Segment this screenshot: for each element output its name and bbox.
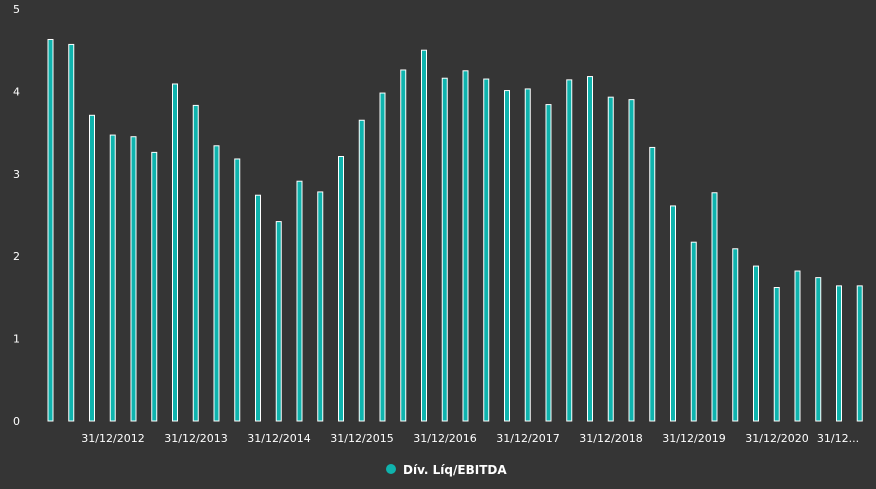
y-tick-label: 3 xyxy=(13,168,20,181)
bar[interactable] xyxy=(317,191,324,422)
y-tick-label: 2 xyxy=(13,250,20,263)
bar[interactable] xyxy=(421,49,427,422)
x-tick-label: 31/12/2014 xyxy=(247,432,310,445)
legend-marker xyxy=(386,464,396,474)
bar[interactable] xyxy=(836,285,842,422)
bar[interactable] xyxy=(151,151,158,422)
legend[interactable]: Dív. Líq/EBITDA xyxy=(386,463,507,477)
x-tick-label: 31/12/2019 xyxy=(662,432,725,445)
x-tick-label: 31/12/2016 xyxy=(413,432,476,445)
bar[interactable] xyxy=(400,69,407,422)
x-tick-label: 31/12/2017 xyxy=(496,432,559,445)
legend-label: Dív. Líq/EBITDA xyxy=(403,463,507,477)
bar[interactable] xyxy=(379,92,386,422)
bar[interactable] xyxy=(338,155,344,422)
x-tick-label: 31/12/2018 xyxy=(579,432,642,445)
y-tick-label: 0 xyxy=(13,415,20,428)
bar[interactable] xyxy=(711,192,718,422)
x-tick-label: 31/12/2012 xyxy=(81,432,144,445)
bar[interactable] xyxy=(815,277,822,422)
bar[interactable] xyxy=(358,119,365,422)
bar[interactable] xyxy=(773,287,780,422)
bar[interactable] xyxy=(690,241,697,422)
bar[interactable] xyxy=(587,76,593,422)
x-tick-label: 31/12/2015 xyxy=(330,432,393,445)
bar[interactable] xyxy=(753,265,759,422)
bar[interactable] xyxy=(172,83,178,422)
bar[interactable] xyxy=(296,180,303,422)
bar[interactable] xyxy=(462,70,469,422)
bar[interactable] xyxy=(649,146,656,422)
bar[interactable] xyxy=(234,158,241,422)
x-axis: 31/12/2012 31/12/2013 31/12/2014 31/12/2015… xyxy=(81,432,859,445)
bars xyxy=(47,38,863,422)
bar[interactable] xyxy=(545,104,552,422)
bar[interactable] xyxy=(670,205,676,422)
bar[interactable] xyxy=(483,78,490,422)
bar[interactable] xyxy=(441,77,448,422)
bar[interactable] xyxy=(856,285,863,422)
y-axis: 0 1 2 3 4 5 xyxy=(13,3,20,428)
bar[interactable] xyxy=(213,145,220,422)
y-tick-label: 4 xyxy=(13,85,20,98)
bar[interactable] xyxy=(566,79,573,422)
bar[interactable] xyxy=(47,38,54,422)
x-tick-label: 31/12... xyxy=(817,432,859,445)
y-tick-label: 1 xyxy=(13,333,20,346)
bar[interactable] xyxy=(524,88,531,422)
bar[interactable] xyxy=(794,270,801,422)
bar[interactable] xyxy=(109,134,116,422)
bar[interactable] xyxy=(275,221,282,422)
bar[interactable] xyxy=(130,136,137,422)
y-tick-label: 5 xyxy=(13,3,20,16)
bar[interactable] xyxy=(192,104,199,422)
x-tick-label: 31/12/2020 xyxy=(745,432,808,445)
bar[interactable] xyxy=(89,114,95,422)
x-tick-label: 31/12/2013 xyxy=(164,432,227,445)
bar[interactable] xyxy=(628,99,635,422)
bar[interactable] xyxy=(68,43,75,422)
bar[interactable] xyxy=(504,90,510,422)
bar[interactable] xyxy=(255,194,261,422)
bar[interactable] xyxy=(732,248,739,422)
bar[interactable] xyxy=(607,96,614,422)
